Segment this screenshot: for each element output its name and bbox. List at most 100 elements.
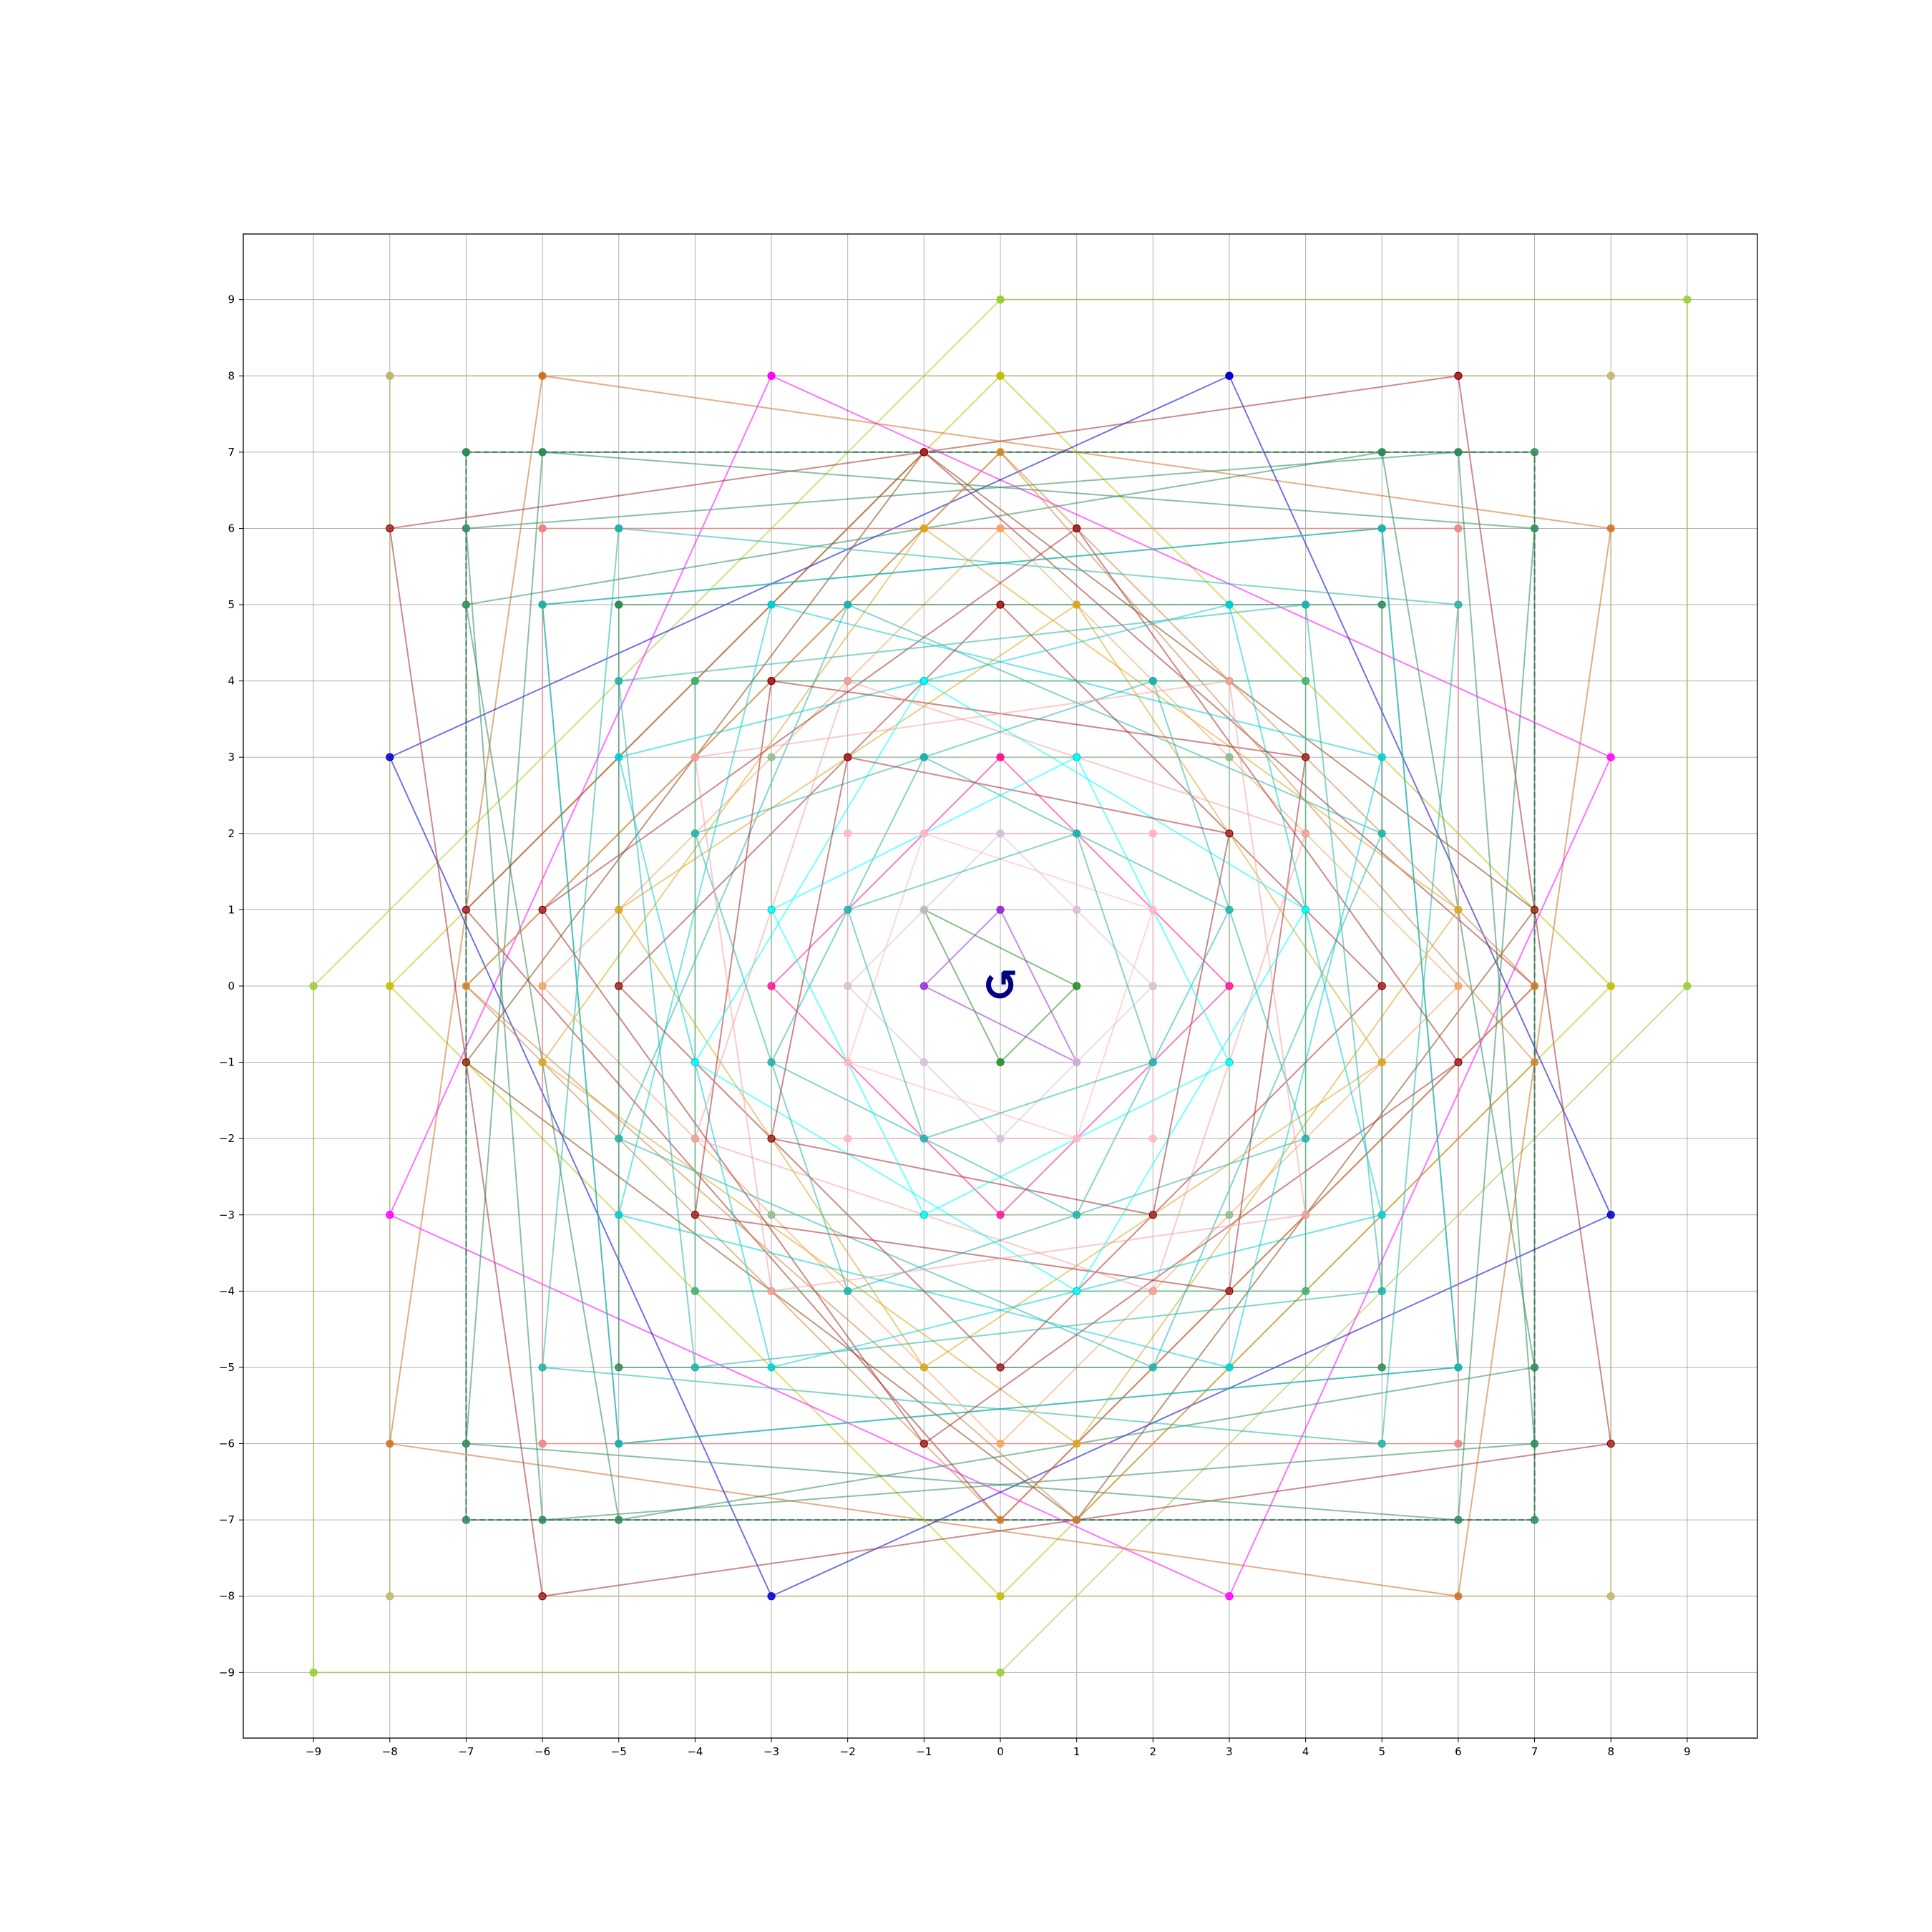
data-point: [386, 1211, 394, 1219]
data-point: [309, 1668, 318, 1677]
data-point: [1454, 600, 1463, 609]
y-tick-label: −7: [219, 1513, 235, 1526]
y-tick-label: 5: [228, 598, 235, 611]
y-tick-label: 4: [228, 675, 235, 688]
data-point: [1606, 753, 1615, 761]
data-point: [1073, 1058, 1081, 1067]
data-point: [1225, 829, 1234, 838]
data-point: [1377, 600, 1386, 609]
data-point: [462, 982, 471, 990]
data-point: [844, 600, 852, 609]
data-point: [767, 1134, 776, 1143]
data-point: [844, 1287, 852, 1295]
data-point: [996, 448, 1005, 457]
data-point: [996, 829, 1005, 838]
x-tick-label: −2: [840, 1745, 856, 1758]
data-point: [1073, 1439, 1081, 1448]
data-point: [1073, 1211, 1081, 1219]
data-point: [1454, 448, 1463, 457]
data-point: [919, 1134, 928, 1143]
data-point: [691, 753, 699, 761]
data-point: [386, 753, 394, 761]
data-point: [1454, 1363, 1463, 1372]
data-point: [1606, 1439, 1615, 1448]
y-tick-label: 3: [228, 751, 235, 763]
data-point: [1683, 296, 1692, 304]
data-point: [767, 1363, 776, 1372]
y-tick-label: −4: [219, 1284, 235, 1297]
x-tick-label: −5: [611, 1745, 627, 1758]
data-point: [1454, 524, 1463, 533]
data-point: [1073, 1134, 1081, 1143]
data-point: [1225, 600, 1234, 609]
data-point: [1073, 753, 1081, 761]
data-point: [615, 753, 623, 761]
data-point: [1377, 982, 1386, 990]
data-point: [615, 1516, 623, 1524]
data-point: [844, 905, 852, 914]
plot-frame: [243, 233, 1758, 1739]
data-point: [996, 1668, 1005, 1677]
data-point: [1454, 1592, 1463, 1601]
data-point: [844, 982, 852, 990]
data-point: [996, 1439, 1005, 1448]
x-tick-label: 0: [997, 1745, 1004, 1758]
data-point: [1377, 1211, 1386, 1219]
data-point: [996, 1516, 1005, 1524]
data-point: [1225, 1287, 1234, 1295]
data-point: [767, 753, 776, 761]
x-tick-label: −9: [306, 1745, 321, 1758]
data-point: [844, 1134, 852, 1143]
x-tick-label: −4: [687, 1745, 703, 1758]
data-point: [919, 753, 928, 761]
data-point: [1606, 371, 1615, 380]
data-point: [1073, 982, 1081, 990]
data-point: [919, 524, 928, 533]
data-point: [996, 905, 1005, 914]
data-point: [1454, 1058, 1463, 1067]
data-point: [767, 600, 776, 609]
data-point: [844, 753, 852, 761]
data-point: [1530, 1439, 1539, 1448]
y-tick-label: −8: [219, 1590, 235, 1603]
data-point: [1377, 1439, 1386, 1448]
data-point: [767, 677, 776, 686]
y-tick-label: 6: [228, 522, 235, 535]
data-point: [767, 1592, 776, 1601]
data-point: [1302, 829, 1310, 838]
data-point: [996, 371, 1005, 380]
data-point: [844, 829, 852, 838]
data-point: [1302, 1287, 1310, 1295]
y-tick-label: −5: [219, 1361, 235, 1374]
data-point: [462, 1439, 471, 1448]
data-point: [538, 905, 547, 914]
data-point: [1377, 1058, 1386, 1067]
data-point: [538, 448, 547, 457]
axis-ticks-layer: −9 −8 −7 −6 −5 −4 −3 −2 −1 0 1 2 3 4 5 6 7 8 9 −9 −8 −7 −6 −5 −4…: [219, 293, 1691, 1758]
data-point: [386, 1439, 394, 1448]
data-point: [538, 524, 547, 533]
x-tick-label: 2: [1150, 1745, 1157, 1758]
y-tick-label: −1: [219, 1056, 235, 1069]
data-point: [1302, 753, 1310, 761]
data-point: [767, 371, 776, 380]
series-line: [922, 909, 1078, 1064]
data-point: [1454, 1439, 1463, 1448]
data-point: [691, 829, 699, 838]
data-point: [844, 677, 852, 686]
data-point: [1225, 905, 1234, 914]
y-tick-label: 8: [228, 369, 235, 382]
data-point: [767, 982, 776, 990]
data-point: [615, 982, 623, 990]
data-point: [1225, 371, 1234, 380]
data-point: [615, 1134, 623, 1143]
x-tick-label: 9: [1684, 1745, 1691, 1758]
y-tick-label: −6: [219, 1438, 235, 1450]
x-tick-label: 7: [1531, 1745, 1538, 1758]
y-tick-label: −3: [219, 1209, 235, 1221]
series-line: [923, 909, 1078, 1064]
data-point: [1302, 1211, 1310, 1219]
data-point: [1225, 1363, 1234, 1372]
data-point: [996, 1592, 1005, 1601]
